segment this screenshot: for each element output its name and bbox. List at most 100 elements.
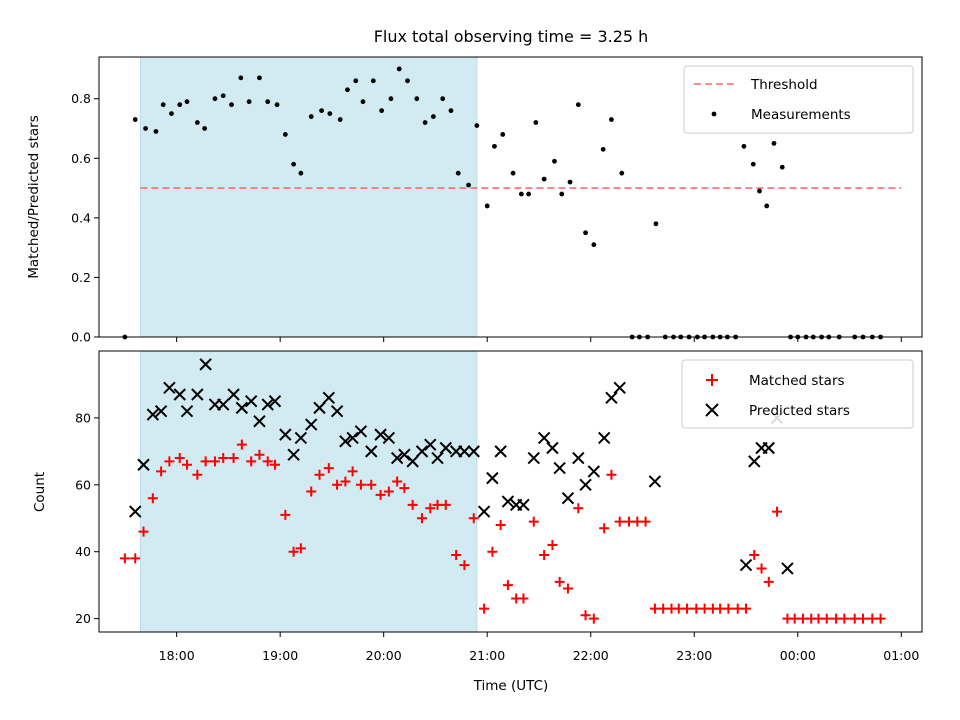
matched-star-point <box>756 563 767 574</box>
predicted-star-point <box>762 441 775 455</box>
predicted-star-point <box>227 388 240 401</box>
matched-star-point <box>518 593 529 604</box>
matched-star-point <box>306 486 317 497</box>
matched-star-point <box>749 550 760 561</box>
predicted-star-point <box>330 405 344 418</box>
measurement-point <box>308 114 314 119</box>
measurement-point <box>771 140 777 146</box>
measurement-point <box>440 96 446 102</box>
predicted-star-point <box>494 445 507 458</box>
measurement-point <box>518 191 524 197</box>
predicted-star-point <box>739 558 753 572</box>
predicted-star-point <box>217 398 230 411</box>
predicted-star-point <box>365 445 378 458</box>
measurement-point <box>337 117 343 122</box>
matched-star-point <box>562 583 573 594</box>
measurement-point <box>474 123 480 128</box>
count-axes-frame <box>98 350 923 633</box>
measurement-point <box>388 96 394 102</box>
predicted-star-point <box>486 471 499 485</box>
predicted-star-point <box>146 408 160 421</box>
measurement-point <box>619 170 625 176</box>
measurement-point <box>202 126 207 131</box>
matched-star-point <box>192 469 203 480</box>
predicted-star-point <box>439 441 453 455</box>
matched-star-point <box>547 540 558 551</box>
matched-star-point <box>839 613 850 624</box>
xtick-label: 22:00 <box>573 648 609 663</box>
legend-predicted-label: Predicted stars <box>749 403 850 419</box>
predicted-star-point <box>546 441 559 455</box>
matched-star-point <box>269 459 280 470</box>
matched-star-point <box>262 456 273 467</box>
measurement-point <box>246 99 252 105</box>
matched-star-point <box>573 503 584 514</box>
predicted-star-point <box>346 431 359 445</box>
measurement-point <box>238 75 244 81</box>
xtick-label: 18:00 <box>159 648 195 663</box>
measurement-point <box>492 143 497 149</box>
predicted-star-point <box>406 455 419 468</box>
measurement-point <box>153 129 159 134</box>
predicted-star-point <box>467 445 480 458</box>
ratio-legend-box <box>683 65 914 134</box>
matched-star-point <box>366 479 377 490</box>
predicted-stars-series <box>129 358 794 575</box>
xtick-label: 00:00 <box>780 648 816 663</box>
measurement-point <box>184 99 190 105</box>
predicted-star-point <box>137 458 150 471</box>
matched-star-point <box>741 603 752 614</box>
matched-star-point <box>763 576 774 587</box>
measurement-point <box>583 230 588 236</box>
matched-star-point <box>280 509 291 520</box>
matched-star-point <box>459 560 470 571</box>
matched-star-point <box>682 603 693 614</box>
x-axis-label: Time (UTC) <box>473 678 549 694</box>
matched-star-point <box>528 516 539 527</box>
matched-star-point <box>138 526 149 537</box>
matched-star-point <box>554 576 565 587</box>
predicted-star-point <box>163 381 176 395</box>
matched-star-point <box>407 499 418 510</box>
matched-star-point <box>323 463 334 474</box>
legend-threshold-label: Threshold <box>750 77 818 93</box>
matched-star-point <box>332 479 343 490</box>
measurement-point <box>422 120 428 125</box>
predicted-star-point <box>748 455 761 468</box>
ratio-ytick-label: 0.6 <box>71 151 91 166</box>
matched-star-point <box>209 456 220 467</box>
ratio-ytick-label: 0.2 <box>71 270 91 285</box>
matched-star-point <box>156 466 167 477</box>
matched-star-point <box>772 506 783 517</box>
matched-star-point <box>875 613 886 624</box>
measurement-point <box>370 78 376 84</box>
predicted-star-point <box>781 562 794 575</box>
matched-star-point <box>130 553 141 564</box>
predicted-star-point <box>431 451 444 465</box>
ratio-ytick-label: 0.0 <box>71 330 91 345</box>
ratio-panel: 0.00.20.40.60.8 Matched/Predicted stars … <box>26 56 923 345</box>
measurement-point <box>484 203 490 209</box>
predicted-star-point <box>253 415 266 428</box>
predicted-star-point <box>537 431 551 445</box>
matched-star-point <box>147 493 158 504</box>
measurement-point <box>500 132 506 137</box>
measurement-point <box>653 221 659 227</box>
measurement-point <box>327 111 333 116</box>
xtick-label: 20:00 <box>366 648 402 663</box>
measurement-point <box>265 99 271 105</box>
matched-star-point <box>181 459 192 470</box>
matched-star-point <box>495 519 506 530</box>
measurement-point <box>274 102 280 108</box>
matched-star-point <box>606 469 617 480</box>
matched-star-point <box>164 456 175 467</box>
legend-matched-swatch <box>706 374 718 386</box>
measurement-point <box>552 158 557 164</box>
matched-star-point <box>857 613 868 624</box>
predicted-star-point <box>279 428 292 441</box>
predicted-star-point <box>180 405 194 418</box>
measurement-point <box>541 176 547 182</box>
measurement-point <box>229 102 234 108</box>
predicted-star-point <box>339 435 352 448</box>
matched-star-point <box>580 610 591 621</box>
